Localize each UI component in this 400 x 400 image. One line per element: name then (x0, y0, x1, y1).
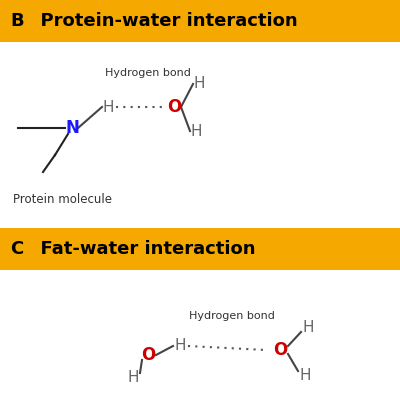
Text: H: H (299, 368, 311, 382)
Text: O: O (141, 346, 155, 364)
Text: H: H (127, 370, 139, 386)
Text: H: H (102, 100, 114, 114)
Text: H: H (190, 124, 202, 138)
Text: O: O (273, 341, 287, 359)
Text: C: C (10, 240, 23, 258)
Text: H: H (174, 338, 186, 354)
Bar (0, 228, 400, 270)
Bar (0, 0, 400, 42)
Text: Hydrogen bond: Hydrogen bond (105, 68, 191, 78)
Text: B: B (10, 12, 24, 30)
Text: Hydrogen bond: Hydrogen bond (189, 311, 275, 321)
Text: Protein molecule: Protein molecule (13, 193, 112, 206)
Text: Protein-water interaction: Protein-water interaction (28, 12, 298, 30)
Text: H: H (193, 76, 205, 92)
Text: N: N (65, 119, 79, 137)
Text: H: H (302, 320, 314, 336)
Text: O: O (167, 98, 181, 116)
Text: Fat-water interaction: Fat-water interaction (28, 240, 256, 258)
